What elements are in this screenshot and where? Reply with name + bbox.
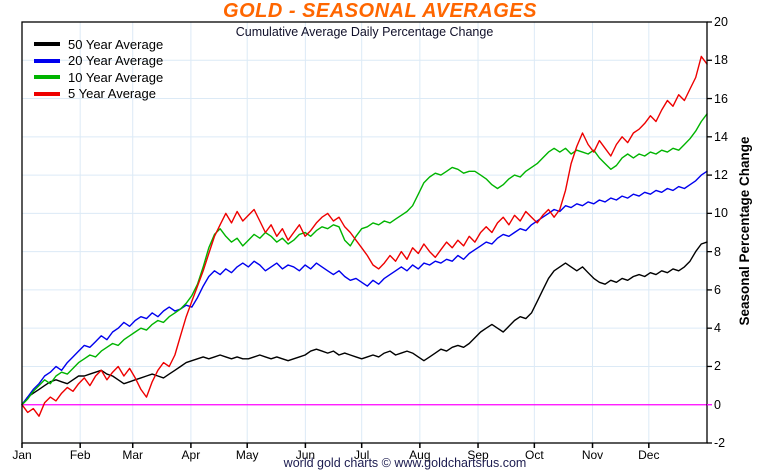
legend-item-4: 5 Year Average — [34, 86, 163, 103]
legend-swatch-icon — [34, 58, 60, 63]
legend-swatch-icon — [34, 75, 60, 80]
y-tick-label-12: 12 — [714, 168, 728, 183]
x-tick-label-may: May — [235, 448, 259, 462]
legend-item-2: 20 Year Average — [34, 53, 163, 70]
y-tick-label-0: 0 — [714, 397, 721, 412]
legend-swatch-icon — [34, 42, 60, 47]
legend-item-1: 50 Year Average — [34, 36, 163, 53]
x-tick-label-feb: Feb — [69, 448, 91, 462]
y-tick-label-14: 14 — [714, 129, 728, 144]
y-tick-label-2: 2 — [714, 359, 721, 374]
x-tick-label-mar: Mar — [122, 448, 144, 462]
x-tick-label-sep: Sep — [467, 448, 489, 462]
x-tick-label-jun: Jun — [295, 448, 316, 462]
plot-border — [21, 21, 708, 444]
series-line-20-year-average — [21, 170, 708, 406]
chart-title: GOLD - SEASONAL AVERAGES — [223, 0, 537, 22]
legend-label: 5 Year Average — [68, 86, 156, 102]
y-tick-label-20: 20 — [714, 15, 728, 29]
y-tick-label-4: 4 — [714, 321, 721, 336]
y-tick-label-16: 16 — [714, 91, 728, 106]
x-tick-label-jul: Jul — [354, 448, 370, 462]
legend-swatch-icon — [34, 91, 60, 96]
y-tick-label-8: 8 — [714, 244, 721, 259]
x-tick-label-dec: Dec — [638, 448, 660, 462]
legend-item-3: 10 Year Average — [34, 69, 163, 86]
y-tick-label--2: -2 — [714, 436, 726, 450]
x-tick-label-aug: Aug — [409, 448, 431, 462]
y-tick-label-6: 6 — [714, 282, 721, 297]
y-tick-label-18: 18 — [714, 53, 728, 68]
x-tick-label-apr: Apr — [181, 448, 201, 462]
y-axis-title: Seasonal Percentage Change — [737, 136, 752, 326]
legend-label: 20 Year Average — [68, 53, 164, 69]
x-tick-label-oct: Oct — [524, 448, 544, 462]
chart-subtitle: Cumulative Average Daily Percentage Chan… — [235, 25, 494, 39]
chart-footer: world gold charts © www.goldchartsrus.co… — [283, 456, 527, 470]
chart-legend: 50 Year Average 20 Year Average 10 Year Av… — [34, 36, 163, 102]
y-tick-label-10: 10 — [714, 206, 728, 221]
series-line-5-year-average — [21, 55, 708, 417]
x-tick-label-jan: Jan — [12, 448, 32, 462]
x-tick-label-nov: Nov — [581, 448, 604, 462]
legend-label: 10 Year Average — [68, 69, 164, 85]
legend-label: 50 Year Average — [68, 36, 164, 52]
